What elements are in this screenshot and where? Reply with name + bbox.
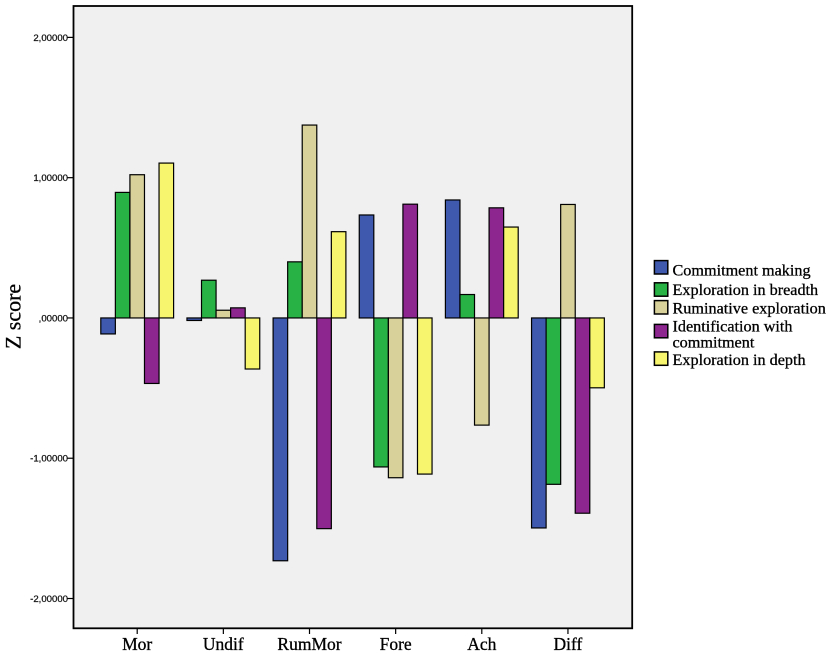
svg-text:Commitment making: Commitment making (673, 262, 811, 280)
svg-text:1,00000: 1,00000 (33, 173, 68, 184)
svg-text:Exploration in depth: Exploration in depth (673, 351, 806, 369)
svg-text:Z score: Z score (1, 284, 26, 349)
svg-text:,00000: ,00000 (39, 313, 68, 324)
svg-text:Identification with: Identification with (673, 318, 793, 336)
svg-text:Mor: Mor (122, 634, 152, 654)
svg-text:-2,00000: -2,00000 (30, 594, 68, 605)
svg-text:Exploration in breadth: Exploration in breadth (673, 281, 819, 299)
svg-text:Ruminative exploration: Ruminative exploration (673, 299, 826, 317)
svg-text:-1,00000: -1,00000 (30, 454, 68, 465)
svg-text:Undif: Undif (203, 634, 244, 654)
svg-text:Fore: Fore (380, 634, 412, 654)
svg-text:commitment: commitment (673, 334, 755, 352)
svg-text:RumMor: RumMor (277, 634, 341, 654)
svg-text:Diff: Diff (554, 634, 583, 654)
svg-text:2,00000: 2,00000 (33, 33, 68, 44)
svg-text:Ach: Ach (467, 634, 496, 654)
